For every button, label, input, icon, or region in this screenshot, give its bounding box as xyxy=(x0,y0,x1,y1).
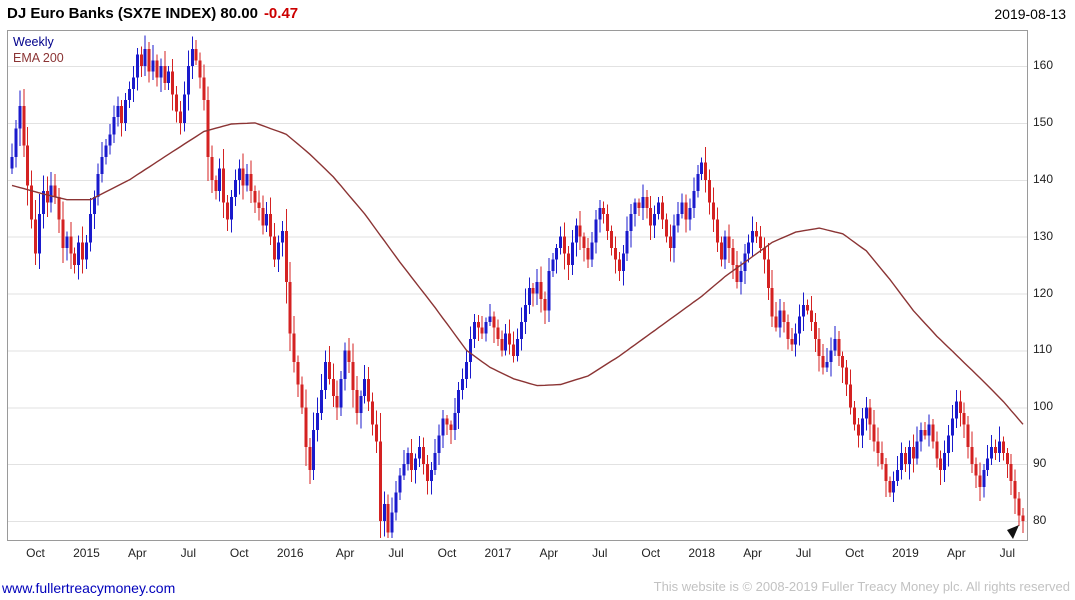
chart-title: DJ Euro Banks (SX7E INDEX) 80.00 xyxy=(7,5,258,22)
legend-series-label: Weekly xyxy=(13,35,54,49)
x-axis-tick-label: 2019 xyxy=(892,546,919,560)
latest-price-marker xyxy=(1007,525,1019,539)
x-axis-tick-label: 2016 xyxy=(276,546,304,560)
x-axis-tick-label: Apr xyxy=(947,546,966,560)
x-axis-tick-label: Oct xyxy=(845,546,864,560)
x-axis-tick-label: Apr xyxy=(128,546,147,560)
chart-plot-area: Weekly EMA 200 xyxy=(7,30,1028,541)
grid-lines xyxy=(8,66,1027,522)
x-axis-tick-label: 2018 xyxy=(688,546,716,560)
x-axis-tick-label: Apr xyxy=(539,546,559,560)
x-axis-tick-label: Apr xyxy=(335,546,355,560)
y-axis-tick-label: 80 xyxy=(1033,513,1047,527)
legend-ema-label: EMA 200 xyxy=(13,51,64,65)
x-axis-tick-label: 2015 xyxy=(73,546,100,560)
chart-legend: Weekly EMA 200 xyxy=(13,34,64,66)
x-axis-tick-label: Jul xyxy=(388,546,404,560)
footer-website-link[interactable]: www.fullertreacymoney.com xyxy=(2,580,176,596)
x-axis-tick-label: Oct xyxy=(641,546,661,560)
x-axis-tick-label: Oct xyxy=(229,546,249,560)
x-axis-tick-label: Jul xyxy=(999,546,1015,560)
x-axis-tick-label: Jul xyxy=(592,546,608,560)
y-axis-tick-label: 90 xyxy=(1033,456,1047,471)
y-axis-tick-label: 150 xyxy=(1033,114,1054,129)
y-axis-tick-label: 120 xyxy=(1033,285,1054,300)
ema-line xyxy=(11,122,1024,425)
chart-header: DJ Euro Banks (SX7E INDEX) 80.00 -0.47 20… xyxy=(7,5,1068,27)
x-axis-tick-label: Oct xyxy=(26,546,45,560)
price-change: -0.47 xyxy=(263,5,299,22)
x-axis-tick-label: 2017 xyxy=(484,546,512,560)
y-axis-tick-label: 140 xyxy=(1033,171,1054,186)
x-axis-tick-label: Jul xyxy=(180,546,196,560)
chart-date: 2019-08-13 xyxy=(994,6,1066,22)
y-axis-tick-label: 110 xyxy=(1033,342,1053,357)
x-axis-tick-label: Jul xyxy=(795,546,812,560)
x-axis-tick-label: Oct xyxy=(437,546,457,560)
candles-layer xyxy=(10,35,1025,539)
y-axis-tick-label: 100 xyxy=(1033,399,1054,414)
y-axis-tick-label: 160 xyxy=(1033,58,1054,72)
y-axis-tick-label: 130 xyxy=(1033,228,1054,243)
candlestick-chart[interactable] xyxy=(8,31,1027,540)
footer-copyright: This website is © 2008-2019 Fuller Treac… xyxy=(653,579,1070,594)
x-axis-tick-label: Apr xyxy=(743,546,762,560)
